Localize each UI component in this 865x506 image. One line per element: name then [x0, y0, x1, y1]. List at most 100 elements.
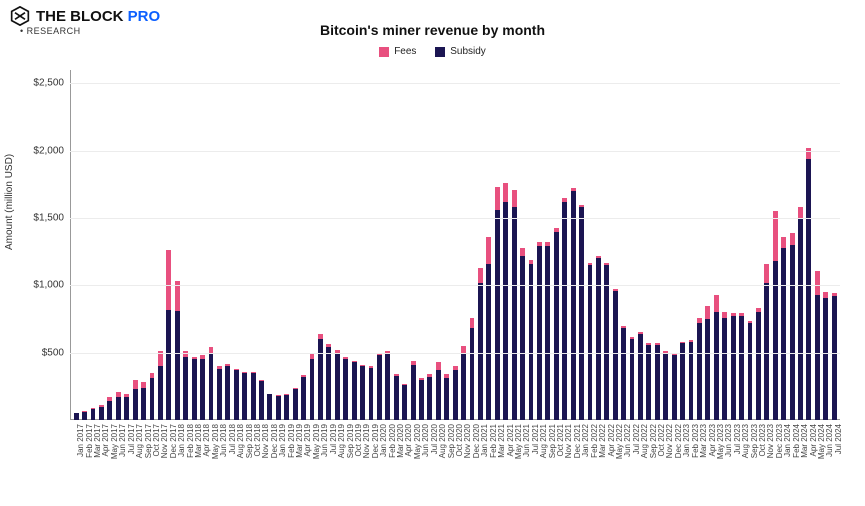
- bar-segment-subsidy: [731, 316, 736, 420]
- x-tick-label: Mar 2023: [699, 424, 708, 458]
- bar-segment-fees: [520, 248, 525, 256]
- stacked-bar: [209, 347, 214, 420]
- bar-segment-subsidy: [764, 283, 769, 420]
- bar-column: [190, 70, 198, 420]
- bar-column: [400, 70, 408, 420]
- bar-segment-subsidy: [537, 246, 542, 420]
- bar-segment-subsidy: [748, 323, 753, 420]
- stacked-bar: [411, 361, 416, 420]
- stacked-bar: [486, 237, 491, 420]
- bar-segment-fees: [705, 306, 710, 319]
- bar-segment-subsidy: [335, 353, 340, 420]
- bar-segment-subsidy: [225, 366, 230, 420]
- stacked-bar: [554, 228, 559, 420]
- bar-column: [358, 70, 366, 420]
- bar-column: [274, 70, 282, 420]
- bar-segment-subsidy: [150, 378, 155, 420]
- bar-segment-subsidy: [562, 202, 567, 420]
- bar-segment-subsidy: [604, 265, 609, 420]
- stacked-bar: [571, 188, 576, 420]
- bar-column: [830, 70, 838, 420]
- stacked-bar: [461, 346, 466, 420]
- bar-column: [788, 70, 796, 420]
- stacked-bar: [529, 260, 534, 420]
- legend-item-fees: Fees: [379, 46, 416, 57]
- stacked-bar: [630, 337, 635, 420]
- bar-segment-subsidy: [798, 219, 803, 420]
- x-tick-label: Mar 2021: [497, 424, 506, 458]
- gridline: [70, 151, 840, 152]
- bar-segment-subsidy: [697, 323, 702, 420]
- bar-segment-subsidy: [588, 265, 593, 420]
- stacked-bar: [82, 411, 87, 420]
- legend-label-subsidy: Subsidy: [450, 46, 486, 57]
- bar-column: [771, 70, 779, 420]
- stacked-bar: [267, 394, 272, 420]
- stacked-bar: [91, 408, 96, 420]
- bar-column: [299, 70, 307, 420]
- bar-segment-fees: [714, 295, 719, 313]
- bar-segment-subsidy: [806, 159, 811, 420]
- bar-column: [257, 70, 265, 420]
- bar-segment-subsidy: [124, 397, 129, 420]
- stacked-bar: [739, 313, 744, 420]
- bar-column: [594, 70, 602, 420]
- bar-segment-subsidy: [478, 283, 483, 420]
- y-tick-label: $2,000: [4, 145, 64, 156]
- stacked-bar: [335, 350, 340, 420]
- x-tick-label: Jun 2023: [724, 424, 733, 457]
- bar-column: [628, 70, 636, 420]
- bar-segment-subsidy: [251, 373, 256, 420]
- bar-column: [535, 70, 543, 420]
- bar-segment-fees: [478, 268, 483, 283]
- bar-column: [123, 70, 131, 420]
- bar-segment-subsidy: [192, 359, 197, 420]
- x-tick-label: Mar 2024: [800, 424, 809, 458]
- y-axis-label: Amount (million USD): [4, 154, 15, 250]
- bar-column: [544, 70, 552, 420]
- stacked-bar: [141, 382, 146, 420]
- bar-column: [712, 70, 720, 420]
- bar-column: [249, 70, 257, 420]
- x-tick-label: Jan 2022: [581, 424, 590, 457]
- bar-segment-fees: [781, 237, 786, 248]
- bar-column: [779, 70, 787, 420]
- bar-segment-subsidy: [596, 258, 601, 420]
- bar-segment-subsidy: [512, 207, 517, 420]
- bar-column: [560, 70, 568, 420]
- bar-column: [796, 70, 804, 420]
- bar-segment-subsidy: [209, 353, 214, 420]
- bar-segment-subsidy: [655, 345, 660, 420]
- bar-column: [619, 70, 627, 420]
- stacked-bar: [773, 211, 778, 420]
- stacked-bar: [470, 318, 475, 420]
- bar-column: [207, 70, 215, 420]
- bar-segment-subsidy: [823, 298, 828, 421]
- bar-column: [375, 70, 383, 420]
- bar-segment-subsidy: [756, 312, 761, 420]
- bar-column: [476, 70, 484, 420]
- bar-segment-subsidy: [310, 359, 315, 420]
- bar-segment-subsidy: [377, 355, 382, 420]
- bar-column: [409, 70, 417, 420]
- x-tick-label: Jan 2017: [76, 424, 85, 457]
- bar-column: [443, 70, 451, 420]
- bar-column: [224, 70, 232, 420]
- bar-segment-subsidy: [672, 355, 677, 420]
- bar-segment-subsidy: [444, 378, 449, 420]
- legend-item-subsidy: Subsidy: [435, 46, 486, 57]
- bar-column: [502, 70, 510, 420]
- bar-column: [139, 70, 147, 420]
- bar-segment-fees: [436, 362, 441, 370]
- stacked-bar: [217, 366, 222, 420]
- stacked-bar: [714, 295, 719, 420]
- bar-segment-subsidy: [183, 357, 188, 420]
- stacked-bar: [798, 207, 803, 420]
- bar-segment-fees: [495, 187, 500, 210]
- bar-column: [822, 70, 830, 420]
- bar-column: [173, 70, 181, 420]
- stacked-bar: [242, 372, 247, 420]
- stacked-bar: [764, 264, 769, 420]
- bar-segment-subsidy: [646, 345, 651, 420]
- legend-swatch-fees: [379, 47, 389, 57]
